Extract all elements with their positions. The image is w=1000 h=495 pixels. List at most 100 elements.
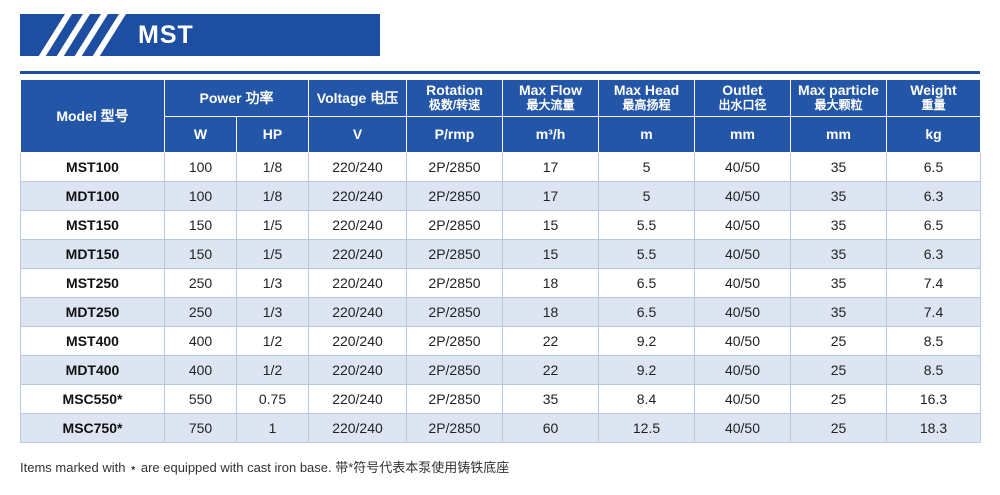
- table-cell: 35: [790, 181, 887, 211]
- table-cell: 220/240: [308, 297, 407, 327]
- header-row: Model 型号 Power 功率 Voltage 电压 Rotation 极数/…: [20, 79, 981, 153]
- model-cell: MDT100: [20, 181, 165, 211]
- table-cell: 150: [164, 239, 237, 269]
- table-cell: 1/8: [236, 181, 309, 211]
- table-cell: 40/50: [694, 384, 791, 414]
- table-cell: 18: [502, 297, 599, 327]
- unit-cell: P/rmp: [406, 116, 503, 153]
- table-cell: 1/8: [236, 152, 309, 182]
- table-cell: 7.4: [886, 268, 981, 298]
- table-cell: 40/50: [694, 355, 791, 385]
- table-cell: 5.5: [598, 239, 695, 269]
- header-weight-en: Weight: [910, 82, 957, 98]
- table-cell: 220/240: [308, 152, 407, 182]
- table-row: MDT400 400 1/2 220/240 2P/2850 22 9.2 40/50 25 8.…: [20, 355, 981, 385]
- table-cell: 8.5: [886, 355, 981, 385]
- table-cell: 12.5: [598, 413, 695, 443]
- unit-cell: HP: [236, 116, 309, 153]
- table-cell: 1/3: [236, 297, 309, 327]
- table-row: MDT250 250 1/3 220/240 2P/2850 18 6.5 40/50 35 7.…: [20, 297, 981, 327]
- header-max-flow-cn: 最大流量: [526, 98, 575, 112]
- table-cell: 16.3: [886, 384, 981, 414]
- table-cell: 6.5: [886, 152, 981, 182]
- table-row: MST150 150 1/5 220/240 2P/2850 15 5.5 40/50 35 6.…: [20, 210, 981, 240]
- table-cell: 35: [790, 268, 887, 298]
- table-cell: 9.2: [598, 326, 695, 356]
- table-cell: 2P/2850: [406, 181, 503, 211]
- table-cell: 22: [502, 326, 599, 356]
- table-cell: 220/240: [308, 355, 407, 385]
- table-row: MSC550* 550 0.75 220/240 2P/2850 35 8.4 40/50 25…: [20, 384, 981, 414]
- header-max-particle: Max particle 最大颗粒: [790, 79, 887, 117]
- model-cell: MST250: [20, 268, 165, 298]
- table-cell: 1/5: [236, 210, 309, 240]
- table-cell: 5.5: [598, 210, 695, 240]
- table-cell: 7.4: [886, 297, 981, 327]
- unit-cell: m³/h: [502, 116, 599, 153]
- table-cell: 35: [790, 210, 887, 240]
- table-cell: 100: [164, 152, 237, 182]
- table-cell: 2P/2850: [406, 384, 503, 414]
- table-cell: 40/50: [694, 181, 791, 211]
- table-cell: 2P/2850: [406, 239, 503, 269]
- table-cell: 220/240: [308, 326, 407, 356]
- table-cell: 400: [164, 326, 237, 356]
- table-cell: 18: [502, 268, 599, 298]
- table-cell: 40/50: [694, 152, 791, 182]
- unit-cell: mm: [790, 116, 887, 153]
- table-cell: 40/50: [694, 268, 791, 298]
- model-cell: MST400: [20, 326, 165, 356]
- table-cell: 220/240: [308, 268, 407, 298]
- table-cell: 15: [502, 239, 599, 269]
- header-max-particle-en: Max particle: [798, 82, 879, 98]
- table-row: MST100 100 1/8 220/240 2P/2850 17 5 40/50 35 6.5: [20, 152, 981, 182]
- header-rotation-cn: 极数/转速: [428, 98, 481, 112]
- table-cell: 35: [502, 384, 599, 414]
- table-cell: 40/50: [694, 413, 791, 443]
- table-cell: 220/240: [308, 413, 407, 443]
- header-model: Model 型号: [20, 79, 165, 153]
- table-cell: 750: [164, 413, 237, 443]
- table-cell: 6.5: [598, 268, 695, 298]
- units-row: W HP V P/rmp m³/h m mm mm kg: [21, 116, 981, 153]
- header-max-particle-cn: 最大颗粒: [814, 98, 863, 112]
- table-cell: 220/240: [308, 181, 407, 211]
- table-cell: 250: [164, 268, 237, 298]
- header-power: Power 功率: [164, 79, 309, 117]
- table-row: MDT100 100 1/8 220/240 2P/2850 17 5 40/50 35 6.3: [20, 181, 981, 211]
- header-outlet-en: Outlet: [722, 82, 763, 98]
- table-cell: 25: [790, 384, 887, 414]
- model-cell: MDT150: [20, 239, 165, 269]
- table-cell: 550: [164, 384, 237, 414]
- spec-table: Model 型号 Power 功率 Voltage 电压 Rotation 极数/…: [20, 79, 981, 443]
- table-cell: 2P/2850: [406, 413, 503, 443]
- table-cell: 40/50: [694, 239, 791, 269]
- model-cell: MSC550*: [20, 384, 165, 414]
- table-row: MDT150 150 1/5 220/240 2P/2850 15 5.5 40/50 35 6.…: [20, 239, 981, 269]
- header-max-head: Max Head 最高扬程: [598, 79, 695, 117]
- header-rotation-en: Rotation: [426, 82, 483, 98]
- table-cell: 9.2: [598, 355, 695, 385]
- table-cell: 2P/2850: [406, 355, 503, 385]
- table-cell: 6.5: [886, 210, 981, 240]
- table-cell: 35: [790, 152, 887, 182]
- header-max-head-cn: 最高扬程: [622, 98, 671, 112]
- table-cell: 22: [502, 355, 599, 385]
- unit-cell: W: [164, 116, 237, 153]
- table-row: MSC750* 750 1 220/240 2P/2850 60 12.5 40/50 25 18…: [20, 413, 981, 443]
- table-cell: 5: [598, 181, 695, 211]
- model-cell: MSC750*: [20, 413, 165, 443]
- table-cell: 2P/2850: [406, 210, 503, 240]
- header-max-flow-en: Max Flow: [518, 82, 582, 98]
- table-cell: 2P/2850: [406, 152, 503, 182]
- title-underline: [20, 71, 980, 74]
- table-cell: 35: [790, 297, 887, 327]
- model-cell: MDT250: [20, 297, 165, 327]
- unit-cell: V: [308, 116, 407, 153]
- table-row: MST400 400 1/2 220/240 2P/2850 22 9.2 40/50 25 8.…: [20, 326, 981, 356]
- model-cell: MDT400: [20, 355, 165, 385]
- table-cell: 250: [164, 297, 237, 327]
- table-cell: 100: [164, 181, 237, 211]
- table-cell: 6.5: [598, 297, 695, 327]
- table-cell: 1/5: [236, 239, 309, 269]
